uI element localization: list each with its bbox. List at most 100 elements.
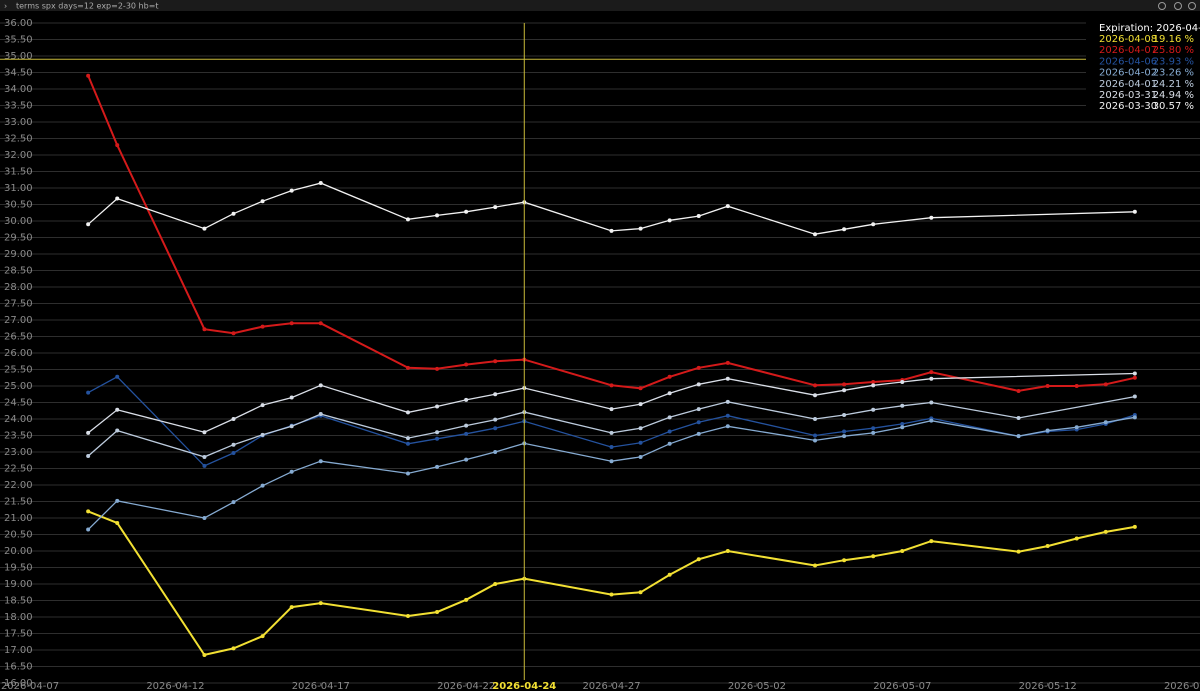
series-point bbox=[638, 402, 643, 407]
series-point bbox=[871, 383, 876, 388]
series-point bbox=[405, 471, 410, 476]
y-tick-label: 17.50 bbox=[4, 629, 33, 640]
series-point bbox=[231, 211, 236, 216]
y-tick-label: 19.00 bbox=[4, 579, 33, 590]
series-point bbox=[435, 430, 440, 435]
series-point bbox=[1016, 434, 1021, 439]
y-tick-label: 22.00 bbox=[4, 480, 33, 491]
y-tick-label: 20.50 bbox=[4, 530, 33, 541]
series-point bbox=[231, 450, 236, 455]
series-point bbox=[464, 457, 469, 462]
series-point bbox=[464, 209, 469, 214]
series-point bbox=[464, 423, 469, 428]
series-point bbox=[638, 590, 643, 595]
series-point bbox=[696, 365, 701, 370]
x-tick-label: 2026-04-07 bbox=[1, 681, 59, 691]
plot: 2026-04-24 bbox=[0, 23, 1200, 691]
series-line bbox=[87, 182, 1135, 235]
y-tick-label: 33.00 bbox=[4, 117, 33, 128]
series-point bbox=[900, 421, 905, 426]
series-point bbox=[842, 413, 847, 418]
y-tick-label: 23.50 bbox=[4, 431, 33, 442]
series-point bbox=[725, 413, 730, 418]
series-point bbox=[638, 454, 643, 459]
y-tick-label: 28.50 bbox=[4, 266, 33, 277]
series-point bbox=[202, 652, 207, 657]
y-tick-label: 23.00 bbox=[4, 447, 33, 458]
series-point bbox=[667, 374, 672, 379]
series-point bbox=[929, 376, 934, 381]
series-point bbox=[260, 199, 265, 204]
series-point bbox=[1132, 375, 1137, 380]
series-point bbox=[609, 592, 614, 597]
y-tick-label: 21.50 bbox=[4, 497, 33, 508]
series-point bbox=[696, 431, 701, 436]
series-point bbox=[1103, 529, 1108, 534]
series-point bbox=[813, 232, 818, 237]
series-point bbox=[609, 445, 614, 450]
legend-value: 23.26 % bbox=[1153, 68, 1194, 79]
series-point bbox=[813, 383, 818, 388]
series-point bbox=[667, 572, 672, 577]
legend-value: 19.16 % bbox=[1153, 34, 1194, 45]
series-point bbox=[231, 331, 236, 336]
series-point bbox=[202, 430, 207, 435]
series-point bbox=[638, 226, 643, 231]
series-point bbox=[900, 425, 905, 430]
cursor-label: 2026-04-24 bbox=[492, 681, 556, 691]
series-point bbox=[115, 143, 120, 148]
series-point bbox=[871, 426, 876, 431]
y-tick-label: 28.00 bbox=[4, 282, 33, 293]
series-point bbox=[1074, 536, 1079, 541]
series-point bbox=[638, 386, 643, 391]
series-point bbox=[725, 360, 730, 365]
series-point bbox=[86, 390, 91, 395]
series-point bbox=[725, 424, 730, 429]
series-point bbox=[842, 434, 847, 439]
info-icon[interactable] bbox=[1174, 2, 1182, 10]
series-point bbox=[667, 391, 672, 396]
series-point bbox=[318, 412, 323, 417]
y-tick-label: 33.50 bbox=[4, 101, 33, 112]
series-point bbox=[260, 324, 265, 329]
series-point bbox=[813, 417, 818, 421]
y-tick-label: 24.00 bbox=[4, 414, 33, 425]
series-point bbox=[318, 321, 323, 326]
series-point bbox=[667, 429, 672, 434]
series-point bbox=[289, 605, 294, 610]
series-point bbox=[1045, 384, 1050, 388]
y-tick-label: 16.50 bbox=[4, 662, 33, 673]
series-point bbox=[696, 214, 701, 219]
legend-value: 23.93 % bbox=[1153, 56, 1194, 67]
series-point bbox=[318, 383, 323, 388]
legend-name: 2026-04-01 bbox=[1099, 79, 1157, 90]
series-point bbox=[1074, 384, 1079, 388]
series-point bbox=[696, 420, 701, 425]
series-point bbox=[696, 382, 701, 387]
y-tick-label: 30.50 bbox=[4, 200, 33, 211]
series-point bbox=[86, 430, 91, 435]
series-point bbox=[1103, 420, 1108, 425]
series-point bbox=[929, 215, 934, 220]
grid: 16.00 16.50 17.00 17.50 18.00 18.50 19.00 19.50… bbox=[0, 18, 1200, 691]
series-point bbox=[493, 426, 498, 431]
series-point bbox=[231, 646, 236, 651]
x-tick-label: 2026-04-22 bbox=[437, 681, 495, 691]
x-tick-label: 2026-04-12 bbox=[146, 681, 204, 691]
series-point bbox=[929, 370, 934, 375]
series-point bbox=[871, 554, 876, 559]
legend-name: 2026-04-06 bbox=[1099, 56, 1157, 67]
series-point bbox=[202, 463, 207, 468]
y-tick-label: 18.00 bbox=[4, 612, 33, 623]
series-point bbox=[86, 222, 91, 227]
series-point bbox=[638, 426, 643, 431]
series-point bbox=[900, 549, 905, 553]
series-point bbox=[202, 516, 207, 520]
y-tick-label: 27.50 bbox=[4, 299, 33, 310]
series-point bbox=[318, 601, 323, 606]
settings-icon[interactable] bbox=[1158, 2, 1166, 10]
series-point bbox=[842, 429, 847, 434]
close-icon[interactable] bbox=[1188, 2, 1196, 10]
series-point bbox=[405, 614, 410, 619]
series-point bbox=[871, 380, 876, 385]
